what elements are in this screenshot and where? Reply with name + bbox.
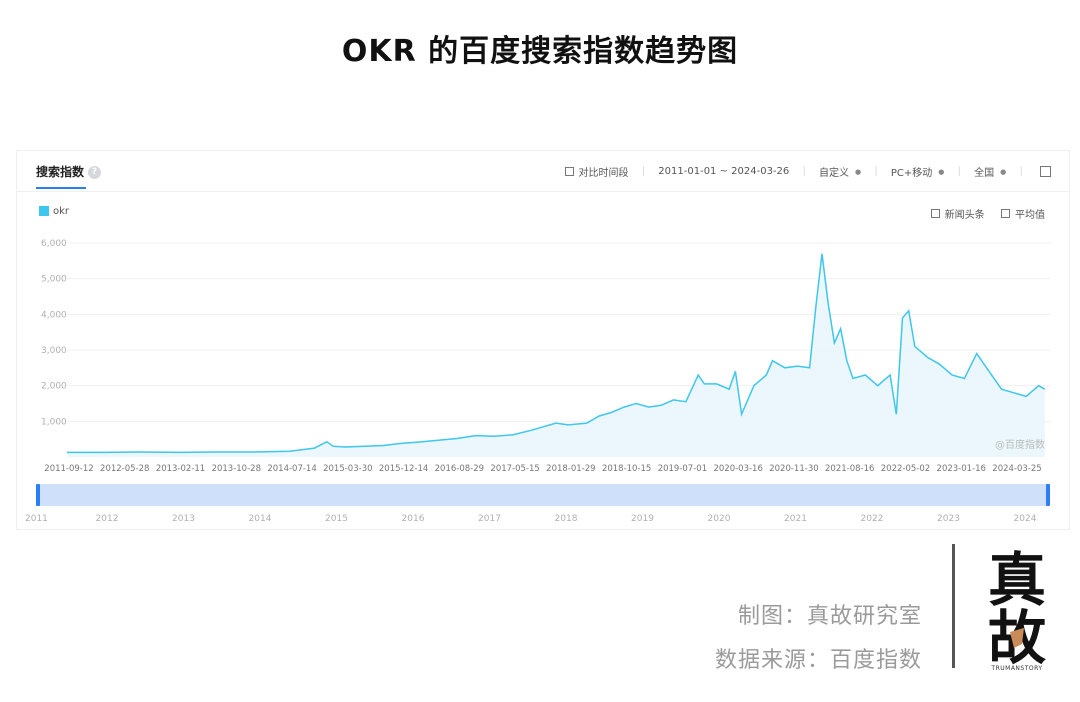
logo-divider [952,544,955,668]
x-tick-label: 2015-12-14 [379,464,428,474]
slider-handle-right [1046,484,1050,506]
average-label: 平均值 [1015,210,1045,221]
device-dropdown[interactable]: PC+移动 ● [890,164,945,180]
average-checkbox[interactable] [1001,209,1010,218]
slider-year-label: 2022 [861,514,884,524]
x-tick-label: 2019-07-01 [658,464,707,474]
tab-search-index[interactable]: 搜索指数? [36,163,102,180]
x-tick-label: 2011-09-12 [44,464,93,474]
tab-label: 搜索指数 [36,165,85,179]
device-label: PC+移动 [890,168,933,179]
divider: | [874,166,878,177]
logo-accent [1010,628,1024,648]
y-tick-label: 1,000 [41,417,67,427]
slider-year-label: 2013 [172,514,195,524]
compare-toggle[interactable]: 对比时间段 [564,164,629,179]
news-checkbox[interactable] [930,209,940,218]
slider-handle-left [36,484,40,506]
slider-year-label: 2018 [555,514,578,524]
credit-maker: 制图：真故研究室 [737,604,922,629]
date-range-picker[interactable]: 2011-01-01 ~ 2024-03-26 [658,166,790,177]
toolbar: 对比时间段 | 2011-01-01 ~ 2024-03-26 | 自定义 ● |… [564,164,1051,180]
slider-year-label: 2016 [402,514,425,524]
divider: | [802,166,806,177]
x-tick-label: 2021-08-16 [825,464,874,474]
chart-svg: 1,000 2,000 3,000 4,000 5,000 6,000 2011-09-1… [25,239,1051,524]
y-tick-label: 6,000 [41,239,67,249]
x-tick-label: 2017-05-15 [490,464,539,474]
x-tick-label: 2014-07-14 [267,464,316,474]
slider-year-label: 2024 [1014,514,1037,524]
dropdown-icon: ● [855,167,862,176]
x-tick-label: 2016-08-29 [435,464,484,474]
divider: | [957,166,961,177]
x-tick-label: 2022-05-02 [881,464,930,474]
y-tick-label: 4,000 [41,310,67,320]
compare-label: 对比时间段 [578,168,629,179]
x-tick-label: 2013-02-11 [156,464,205,474]
dropdown-icon: ● [1000,167,1007,176]
slider-year-label: 2012 [96,514,119,524]
logo-subtitle: TRUMANSTORY [990,665,1042,672]
legend-swatch [39,206,49,216]
slider-year-label: 2014 [249,514,272,524]
news-label: 新闻头条 [944,210,985,221]
custom-dropdown[interactable]: 自定义 ● [819,164,862,180]
slider-year-label: 2021 [784,514,807,524]
y-axis-ticks: 1,000 2,000 3,000 4,000 5,000 6,000 [41,239,67,427]
y-tick-label: 2,000 [41,382,67,392]
logo-char-1: 真 [988,546,1046,614]
y-tick-label: 3,000 [41,346,67,356]
logo: 真 故 TRUMANSTORY [988,546,1046,672]
x-axis-ticks: 2011-09-12 2012-05-28 2013-02-11 2013-10-28… [44,464,1041,474]
news-toggle[interactable]: 新闻头条 [930,206,985,221]
slider-year-label: 2017 [478,514,501,524]
x-tick-label: 2018-10-15 [602,464,651,474]
x-tick-label: 2024-03-25 [992,464,1041,474]
help-icon[interactable]: ? [88,166,102,179]
legend[interactable]: okr [39,206,69,217]
watermark: @百度指数 [995,438,1045,451]
slider-year-label: 2023 [937,514,960,524]
x-tick-label: 2015-03-30 [323,464,372,474]
custom-label: 自定义 [819,168,850,179]
x-tick-label: 2020-03-16 [713,464,762,474]
region-dropdown[interactable]: 全国 ● [974,164,1007,180]
legend-label: okr [53,206,70,217]
y-tick-label: 5,000 [41,275,67,285]
compare-checkbox[interactable] [564,167,574,176]
slider-year-label: 2011 [25,514,48,524]
slider-year-label: 2020 [708,514,731,524]
range-slider[interactable] [36,484,1050,506]
x-tick-label: 2012-05-28 [100,464,149,474]
panel-header: 搜索指数? 对比时间段 | 2011-01-01 ~ 2024-03-26 | … [17,151,1069,192]
x-tick-label: 2018-01-29 [546,464,595,474]
chart-panel: 搜索指数? 对比时间段 | 2011-01-01 ~ 2024-03-26 | … [16,150,1070,530]
average-toggle[interactable]: 平均值 [1001,206,1045,221]
divider: | [1019,166,1023,177]
tab-underline [36,187,86,189]
dropdown-icon: ● [938,167,945,176]
series-area-okr [67,253,1045,457]
page-title: OKR 的百度搜索指数趋势图 [341,34,739,69]
region-label: 全国 [974,168,995,179]
external-link-icon[interactable] [1040,166,1051,177]
x-tick-label: 2013-10-28 [212,464,261,474]
slider-year-labels: 2011 2012 2013 2014 2015 2016 2017 2018 2019 2020… [25,514,1037,524]
x-tick-label: 2020-11-30 [769,464,818,474]
series-line-okr [67,253,1046,454]
slider-track [37,484,1049,506]
divider: | [641,166,646,177]
credit-source: 数据来源：百度指数 [714,648,922,673]
x-tick-label: 2023-01-16 [937,464,986,474]
chart-options: 新闻头条 平均值 [930,206,1045,221]
slider-year-label: 2015 [325,514,348,524]
slider-year-label: 2019 [631,514,654,524]
